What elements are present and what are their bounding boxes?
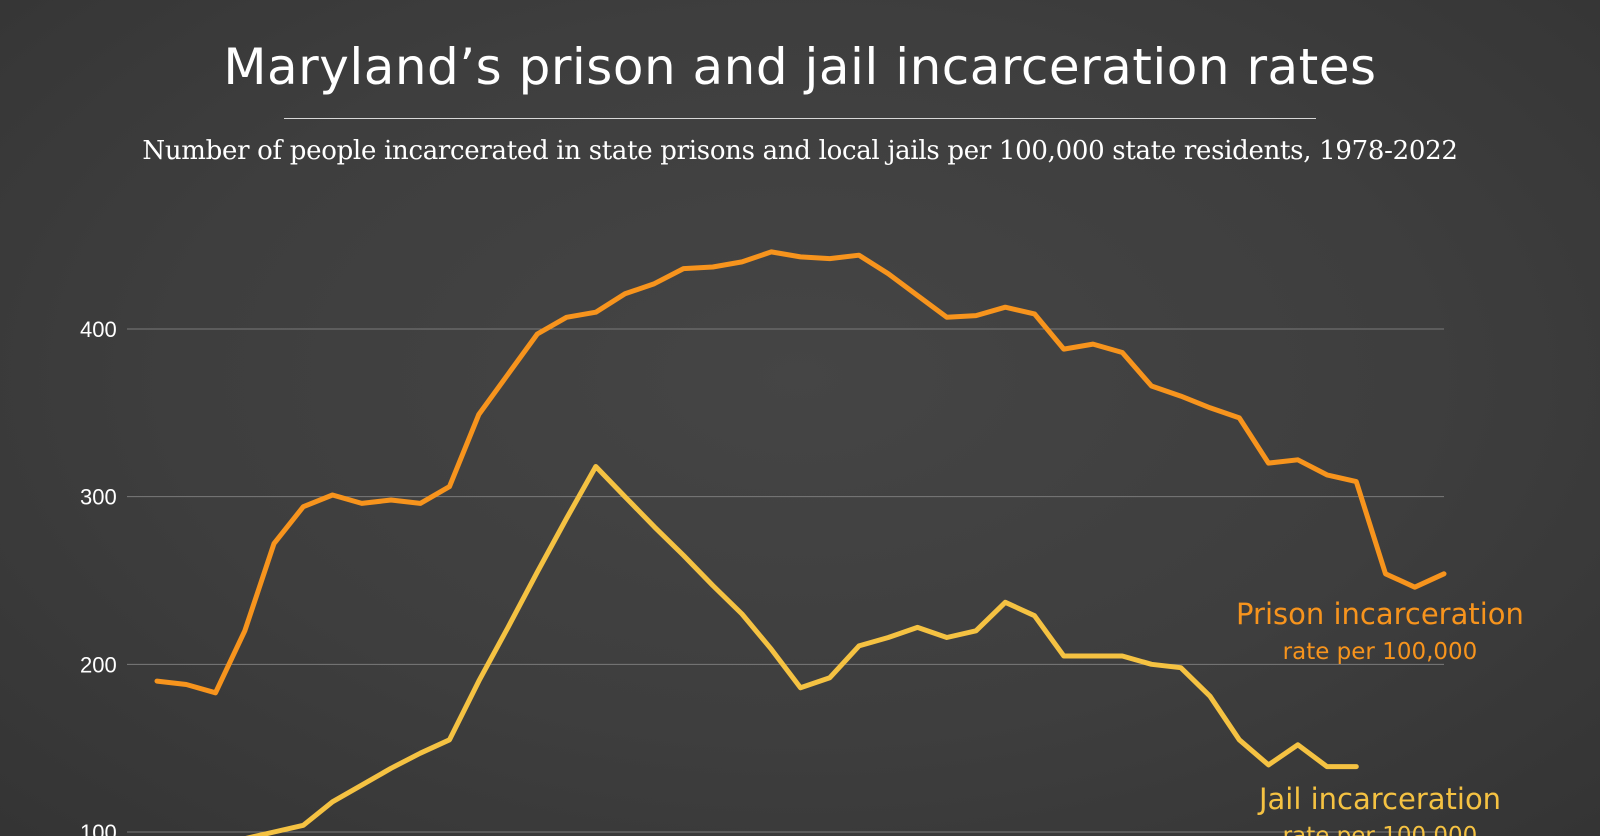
jail-series-label: Jail incarceration xyxy=(1257,782,1501,816)
y-tick-label-100: 100 xyxy=(80,820,117,836)
y-tick-label-200: 200 xyxy=(80,652,117,677)
y-tick-label-400: 400 xyxy=(80,317,117,342)
prison-series-label: Prison incarceration xyxy=(1236,597,1524,631)
chart-title: Maryland’s prison and jail incarceration… xyxy=(223,38,1377,96)
y-tick-label-300: 300 xyxy=(80,485,117,510)
series-layer xyxy=(154,249,1447,836)
jail-rate-line xyxy=(245,464,1359,836)
grid-layer xyxy=(127,328,1444,833)
series-labels: Prison incarceration rate per 100,000 Jail… xyxy=(1236,597,1524,836)
chart-subtitle: Number of people incarcerated in state p… xyxy=(142,136,1458,166)
title-divider xyxy=(284,118,1316,119)
y-axis: 100 200 300 400 xyxy=(80,317,117,836)
jail-series-sublabel: rate per 100,000 xyxy=(1283,823,1478,836)
prison-rate-line xyxy=(154,249,1447,696)
prison-series-sublabel: rate per 100,000 xyxy=(1283,639,1478,665)
